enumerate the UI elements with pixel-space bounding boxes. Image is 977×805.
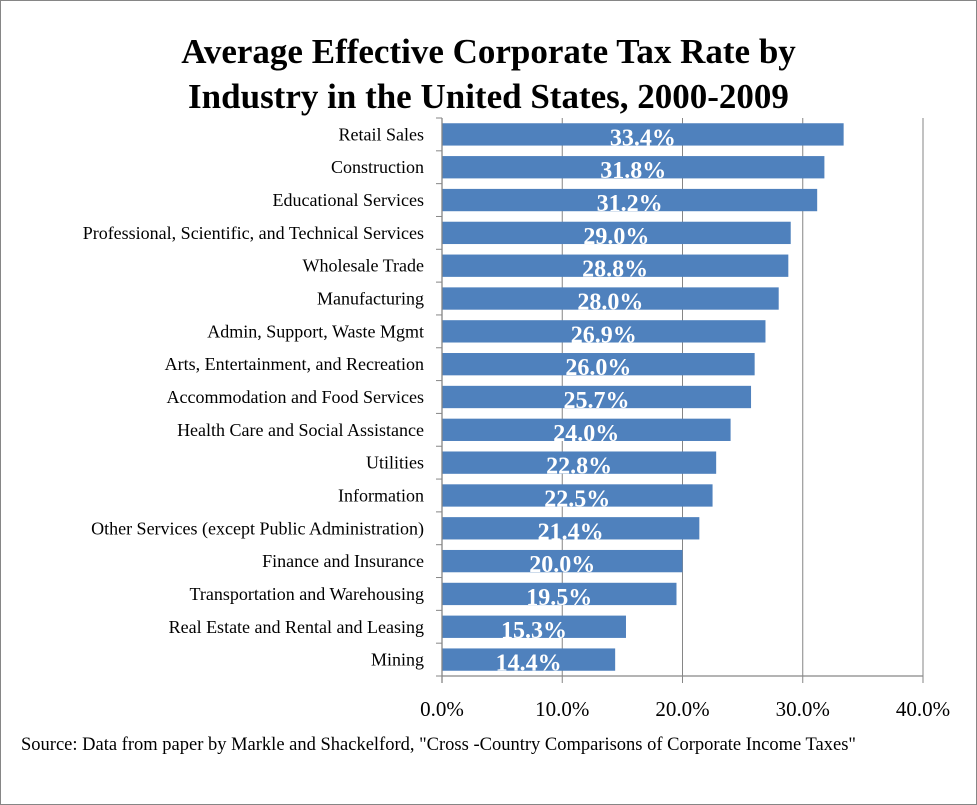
bar: [442, 484, 713, 507]
bar: [442, 615, 626, 638]
data-label: 25.7%: [564, 388, 630, 414]
x-tick-label: 30.0%: [776, 697, 830, 721]
category-label: Other Services (except Public Administra…: [91, 518, 424, 539]
category-label: Finance and Insurance: [262, 551, 424, 571]
bar: [442, 254, 789, 277]
data-label: 31.8%: [600, 158, 666, 184]
bar: [442, 385, 752, 409]
data-label: 22.5%: [544, 486, 610, 512]
chart-title-line-1: Average Effective Corporate Tax Rate by: [181, 32, 796, 71]
data-label: 24.0%: [553, 421, 619, 447]
category-label: Manufacturing: [317, 289, 424, 309]
data-label: 28.8%: [582, 257, 648, 283]
category-label: Professional, Scientific, and Technical …: [83, 223, 424, 243]
bar: [442, 123, 844, 146]
data-label: 29.0%: [583, 224, 649, 250]
data-label: 33.4%: [610, 125, 676, 151]
data-label: 15.3%: [501, 618, 567, 644]
bar-chart: Retail Sales Construction Educational Serv…: [83, 117, 950, 721]
bar: [442, 287, 779, 310]
category-labels: Retail Sales Construction Educational Serv…: [83, 124, 424, 669]
data-label: 19.5%: [526, 585, 592, 611]
category-label: Mining: [371, 650, 424, 670]
x-tick-label: 0.0%: [420, 697, 464, 721]
x-tick-label: 10.0%: [535, 697, 589, 721]
bar: [442, 320, 766, 343]
category-label: Information: [338, 485, 424, 505]
bar: [442, 188, 818, 212]
bars: [442, 123, 844, 671]
data-label: 31.2%: [597, 191, 663, 217]
category-label: Accommodation and Food Services: [167, 387, 424, 407]
source-note: Source: Data from paper by Markle and Sh…: [21, 735, 856, 755]
bar: [442, 648, 616, 671]
data-label: 20.0%: [529, 552, 595, 578]
chart-title-line-2: Industry in the United States, 2000-2009: [188, 77, 789, 116]
x-tick-labels: 0.0% 10.0% 20.0% 30.0% 40.0%: [420, 697, 950, 721]
bar: [442, 353, 755, 376]
bar: [442, 418, 731, 441]
category-label: Retail Sales: [339, 124, 424, 144]
category-label: Educational Services: [273, 190, 424, 210]
x-tick-label: 40.0%: [896, 697, 950, 721]
data-label: 22.8%: [546, 454, 612, 480]
data-label: 14.4%: [496, 651, 562, 677]
data-label: 26.9%: [571, 322, 637, 348]
data-label: 28.0%: [577, 290, 643, 316]
axes: [436, 117, 924, 683]
data-label: 26.0%: [565, 355, 631, 381]
category-label: Construction: [331, 157, 424, 177]
bar: [442, 221, 791, 245]
bar: [442, 582, 677, 606]
category-label: Transportation and Warehousing: [189, 584, 424, 604]
chart-title: Average Effective Corporate Tax Rate by …: [1, 29, 976, 119]
category-label: Admin, Support, Waste Mgmt: [207, 321, 424, 341]
category-label: Utilities: [366, 453, 424, 473]
bar: [442, 156, 825, 179]
x-tick-label: 20.0%: [655, 697, 709, 721]
category-label: Wholesale Trade: [303, 256, 424, 276]
category-label: Health Care and Social Assistance: [177, 420, 424, 440]
bar: [442, 549, 683, 573]
data-labels: 33.4% 31.8% 31.2% 29.0% 28.8% 28.0% 26.9% 26.0%…: [496, 125, 676, 676]
category-label: Arts, Entertainment, and Recreation: [165, 354, 424, 374]
bar: [442, 517, 700, 540]
category-label: Real Estate and Rental and Leasing: [169, 617, 424, 637]
bar: [442, 451, 717, 474]
data-label: 21.4%: [538, 519, 604, 545]
